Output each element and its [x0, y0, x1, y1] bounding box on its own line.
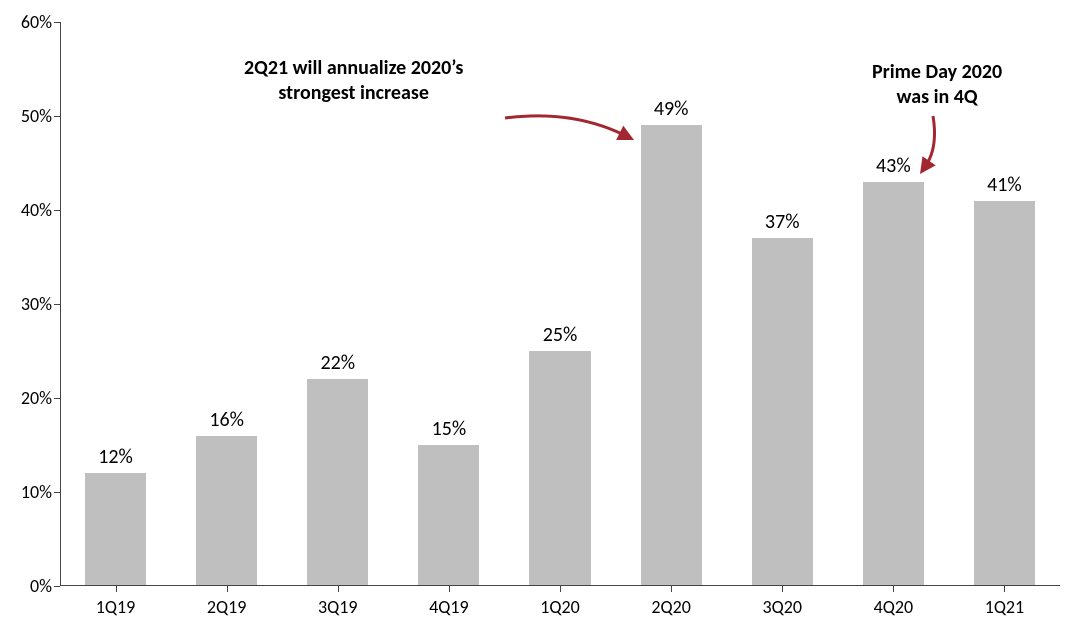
x-tick-mark: [449, 586, 450, 592]
bar-value-label: 12%: [98, 445, 133, 469]
bar: [863, 182, 924, 586]
x-tick-mark: [560, 586, 561, 592]
x-tick-mark: [893, 586, 894, 592]
bar: [752, 238, 813, 586]
bar: [196, 436, 257, 586]
chart-annotation: 2Q21 will annualize 2020’sstrongest incr…: [244, 56, 463, 106]
bar: [418, 445, 479, 586]
bar-value-label: 22%: [320, 351, 355, 375]
bar: [974, 201, 1035, 586]
bar: [641, 125, 702, 586]
x-axis: [60, 585, 1060, 586]
bar-value-label: 15%: [432, 417, 467, 441]
bar: [85, 473, 146, 586]
bar: [529, 351, 590, 586]
bar-value-label: 43%: [876, 154, 911, 178]
bar-value-label: 16%: [209, 408, 244, 432]
bar: [307, 379, 368, 586]
chart-annotation: Prime Day 2020was in 4Q: [872, 60, 1002, 110]
bar-value-label: 49%: [654, 97, 689, 121]
bar-value-label: 37%: [765, 210, 800, 234]
x-tick-mark: [116, 586, 117, 592]
bar-chart: 0%10%20%30%40%50%60%12%1Q1916%2Q1922%3Q1…: [60, 22, 1060, 586]
bar-value-label: 25%: [543, 323, 578, 347]
x-tick-mark: [1004, 586, 1005, 592]
x-tick-mark: [671, 586, 672, 592]
y-tick-mark: [54, 586, 60, 587]
x-tick-mark: [227, 586, 228, 592]
bar-value-label: 41%: [987, 173, 1022, 197]
y-axis: [60, 22, 61, 586]
x-tick-mark: [338, 586, 339, 592]
x-tick-mark: [782, 586, 783, 592]
